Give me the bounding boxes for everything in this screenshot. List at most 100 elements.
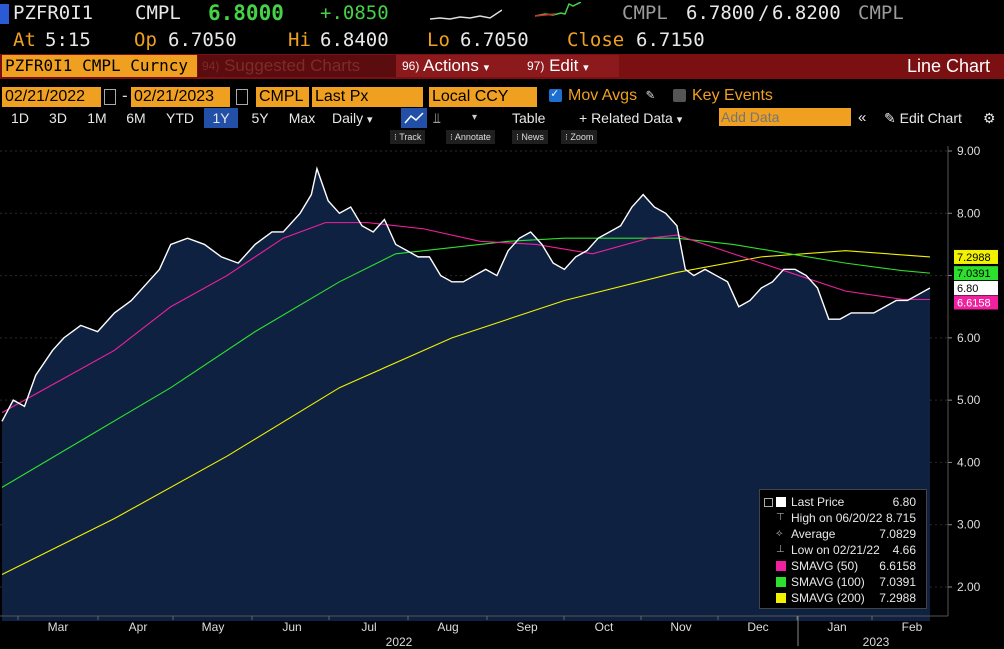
mov-avgs-checkbox[interactable]: ✓ (549, 86, 562, 102)
x-year-label: 2023 (863, 635, 890, 649)
suggested-label: Suggested Charts (224, 56, 361, 75)
series-line-last-price (1, 166, 931, 422)
line-style-button[interactable] (401, 108, 427, 128)
period-select[interactable]: Daily ▾ (332, 108, 373, 128)
legend-value: 8.715 (885, 511, 916, 525)
related-data-button[interactable]: + Related Data ▾ (579, 108, 682, 128)
bar-style-icon[interactable]: ⫫ (433, 110, 441, 126)
legend-row[interactable]: SMAVG (50) 6.6158 (760, 558, 926, 574)
related-data-label: + Related Data (579, 110, 673, 126)
range-max-button[interactable]: Max (288, 110, 316, 126)
legend-row[interactable]: SMAVG (100) 7.0391 (760, 574, 926, 590)
x-tick-label: Feb (902, 620, 923, 634)
legend-value: 6.80 (892, 495, 916, 509)
period-label: Daily (332, 110, 364, 126)
edit-chart-button[interactable]: ✎ Edit Chart (884, 108, 962, 128)
source-field[interactable]: CMPL (256, 87, 309, 107)
x-tick-label: Jun (282, 620, 301, 634)
calendar-icon[interactable] (236, 89, 248, 105)
x-tick-label: Sep (516, 620, 538, 634)
news-tool[interactable]: ⁝ News (512, 130, 548, 144)
value-tag-label: 7.2988 (957, 252, 991, 264)
edit-menu-button[interactable]: 97) Edit ▾ (521, 55, 619, 77)
start-date-field[interactable]: 02/21/2022 (2, 87, 101, 107)
x-tick-label: Jul (361, 620, 376, 634)
y-tick-label: 5.00 (957, 393, 981, 407)
chart-legend[interactable]: Last Price 6.80 ⊤ High on 06/20/22 8.715 ⟡ Ave… (759, 489, 927, 609)
legend-label: High on 06/20/22 (791, 511, 883, 525)
pencil-icon[interactable]: ✎ (646, 87, 655, 103)
table-button[interactable]: Table (512, 110, 546, 126)
range-1m-button[interactable]: 1M (87, 110, 107, 126)
pencil-icon: ✎ (884, 110, 896, 126)
legend-value: 7.0391 (879, 575, 916, 589)
range-ytd-button[interactable]: YTD (166, 110, 194, 126)
actions-menu-button[interactable]: 96) Actions ▾ (396, 55, 524, 77)
range-5y-button[interactable]: 5Y (251, 110, 269, 126)
legend-row[interactable]: ⊤ High on 06/20/22 8.715 (760, 510, 926, 526)
key-events-checkbox[interactable] (673, 89, 686, 102)
close-value: 6.7150 (636, 29, 705, 51)
legend-row[interactable]: ⟡ Average 7.0829 (760, 526, 926, 542)
open-value: 6.7050 (168, 29, 237, 51)
track-tool[interactable]: ⁝ Track (390, 130, 426, 144)
legend-value: 7.0829 (879, 527, 916, 541)
high-label: Hi (288, 29, 311, 51)
security-marker (0, 4, 9, 24)
price-field-select[interactable]: Last Px (312, 87, 423, 107)
range-3d-button[interactable]: 3D (49, 110, 67, 126)
range-1d-button[interactable]: 1D (11, 110, 29, 126)
gear-icon[interactable]: ⚙ (983, 110, 996, 126)
bid-ask-source: CMPL (622, 2, 668, 24)
close-label: Close (567, 29, 625, 51)
x-tick-label: Aug (437, 620, 458, 634)
x-tick-label: May (202, 620, 225, 634)
legend-row[interactable]: Last Price 6.80 (760, 494, 926, 510)
at-time: 5:15 (45, 29, 91, 51)
add-data-input[interactable] (719, 108, 851, 126)
function-toolbar: PZFR0I1 CMPL Curncy 94) Suggested Charts… (0, 54, 1004, 79)
price-change: +.0850 (320, 2, 389, 24)
actions-num: 96) (402, 59, 420, 73)
collapse-icon[interactable]: « (858, 109, 867, 126)
security-title[interactable]: PZFR0I1 CMPL Curncy (2, 55, 197, 77)
legend-label: SMAVG (50) (791, 559, 859, 573)
currency-select[interactable]: Local CCY (429, 87, 537, 107)
suggested-charts-button[interactable]: 94) Suggested Charts (198, 55, 396, 77)
value-tag (954, 266, 998, 281)
mov-avgs-label[interactable]: Mov Avgs (568, 87, 638, 104)
low-label: Lo (427, 29, 450, 51)
legend-row[interactable]: ⊥ Low on 02/21/22 4.66 (760, 542, 926, 558)
x-tick-label: Mar (48, 620, 69, 634)
legend-label: SMAVG (200) (791, 591, 865, 605)
legend-row[interactable]: SMAVG (200) 7.2988 (760, 590, 926, 606)
track-label: Track (399, 132, 422, 142)
annotate-label: Annotate (454, 132, 491, 142)
bid-price: 6.7800 (686, 2, 755, 24)
y-tick-label: 2.00 (957, 580, 981, 594)
end-date-field[interactable]: 02/21/2023 (131, 87, 230, 107)
suggested-num: 94) (202, 59, 220, 73)
ask-price: 6.8200 (772, 2, 841, 24)
legend-toggle-icon[interactable] (764, 498, 773, 507)
y-tick-label: 9.00 (957, 146, 981, 158)
legend-marker-icon: ⟡ (776, 528, 783, 539)
x-tick-label: Apr (129, 620, 148, 634)
range-6m-button[interactable]: 6M (126, 110, 146, 126)
period-sparkline (535, 2, 581, 17)
range-1y-button[interactable]: 1Y (204, 108, 238, 128)
price-chart[interactable]: 9.008.007.006.005.004.003.002.007.29887.… (0, 146, 1004, 649)
key-events-label[interactable]: Key Events (692, 87, 773, 104)
legend-value: 4.66 (892, 543, 916, 557)
edit-label: Edit (549, 56, 579, 75)
date-separator: - (120, 86, 130, 105)
chevron-down-icon: ▾ (583, 62, 589, 74)
annotate-tool[interactable]: ⁝ Annotate (446, 130, 495, 144)
ticker-label[interactable]: PZFR0I1 (13, 2, 94, 24)
chevron-down-icon[interactable]: ▾ (472, 112, 478, 123)
calendar-icon[interactable] (104, 89, 116, 105)
zoom-tool[interactable]: ⁝ Zoom (561, 130, 598, 144)
series-line-smavg-200- (1, 250, 931, 576)
legend-label: Average (791, 527, 836, 541)
legend-label: SMAVG (100) (791, 575, 865, 589)
